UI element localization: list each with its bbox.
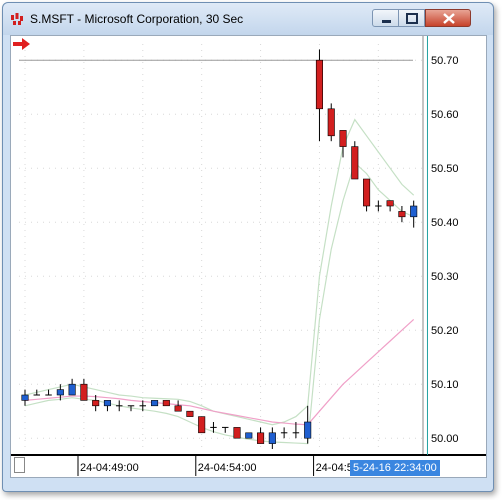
close-icon	[443, 13, 455, 24]
candle-down	[92, 400, 100, 407]
cursor-time-label: 5-24-16 22:34:00	[350, 460, 440, 476]
candle-down	[162, 400, 170, 407]
window-title: S.MSFT - Microsoft Corporation, 30 Sec	[30, 12, 244, 26]
candle-down	[351, 146, 359, 180]
candle-down	[398, 211, 406, 218]
chart-area[interactable]: 50.70 50.60 50.50 50.40 50.30 50.20 50.10 50.00…	[10, 35, 487, 478]
chart-window: S.MSFT - Microsoft Corporation, 30 Sec 5…	[2, 2, 494, 492]
price-tick-label: 50.50	[431, 163, 459, 175]
minimize-icon	[382, 20, 391, 23]
candle-down	[80, 383, 88, 401]
candle-up	[410, 205, 418, 218]
title-bar[interactable]: S.MSFT - Microsoft Corporation, 30 Sec	[3, 3, 493, 35]
minimize-button[interactable]	[372, 9, 399, 27]
candle-up	[304, 421, 312, 439]
close-button[interactable]	[425, 9, 471, 27]
time-tick-label: 24-04:49:00	[80, 462, 139, 474]
lower-band-line	[24, 161, 414, 445]
candlestick-chart[interactable]: 50.70 50.60 50.50 50.40 50.30 50.20 50.10 50.00…	[11, 36, 486, 477]
candle-up	[103, 400, 111, 407]
candle-down	[386, 200, 394, 207]
chart-app-icon	[11, 13, 23, 25]
candle-up	[268, 432, 276, 444]
maximize-button[interactable]	[399, 9, 425, 27]
price-tick-label: 50.30	[431, 271, 459, 283]
candle-down	[174, 405, 182, 412]
candle-up	[68, 383, 76, 396]
candle-down	[339, 130, 347, 147]
price-tick-label: 50.40	[431, 217, 459, 229]
candle-down	[257, 432, 265, 444]
candle-up	[21, 394, 29, 401]
candle-up	[56, 389, 64, 396]
candle-up	[151, 400, 159, 407]
price-tick-label: 50.10	[431, 379, 459, 391]
candle-down	[186, 410, 194, 417]
candle-down	[198, 416, 206, 434]
maximize-icon	[406, 13, 418, 24]
price-tick-label: 50.00	[431, 433, 459, 445]
time-tick-label: 24-04:54:00	[198, 462, 257, 474]
price-tick-label: 50.20	[431, 325, 459, 337]
candle-down	[327, 108, 335, 137]
price-tick-label: 50.70	[431, 55, 459, 67]
scroll-right-arrow-icon[interactable]	[11, 36, 33, 52]
price-tick-label: 50.60	[431, 109, 459, 121]
candle-down	[233, 427, 241, 439]
candle-down	[315, 59, 323, 110]
moving-average-line	[24, 318, 415, 426]
candle-down	[363, 178, 371, 207]
scroll-position-box[interactable]	[14, 457, 25, 473]
candle-up	[245, 432, 253, 439]
